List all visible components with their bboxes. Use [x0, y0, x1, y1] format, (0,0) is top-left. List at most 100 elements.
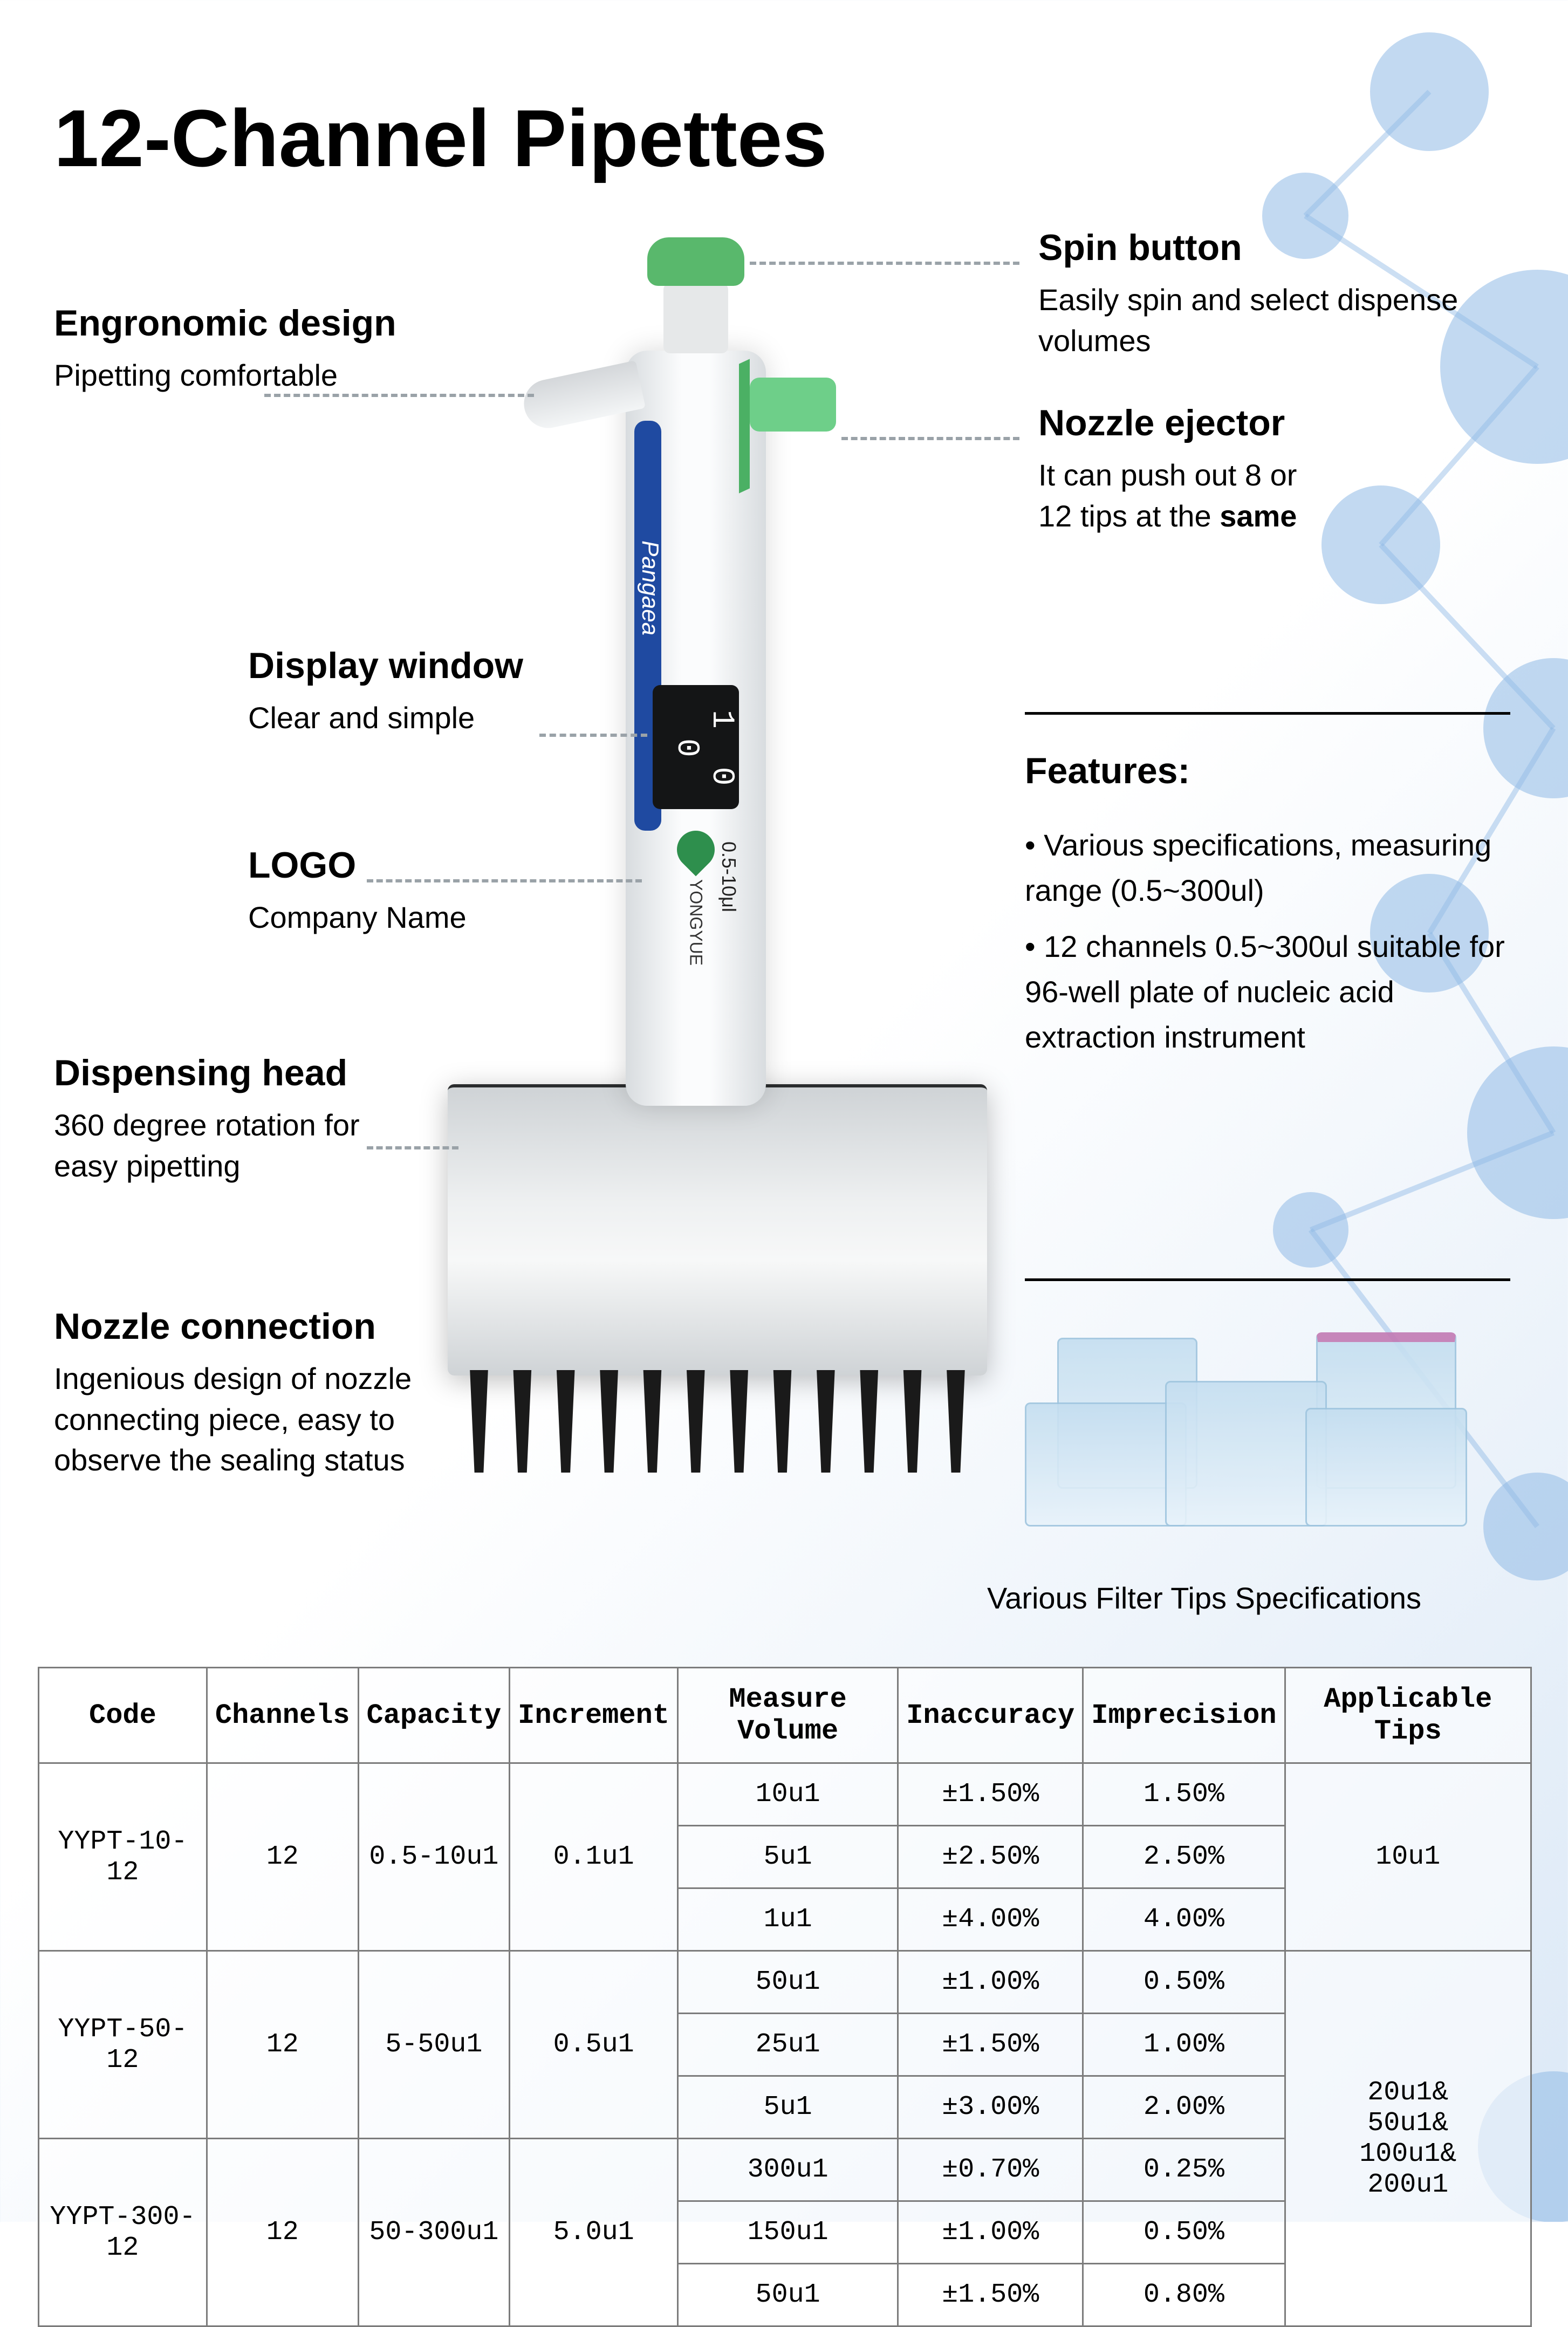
pipette-tip: [594, 1370, 624, 1473]
pipette-tip: [681, 1370, 711, 1473]
table-header-row: CodeChannelsCapacityIncrementMeasure Vol…: [39, 1668, 1531, 1763]
table-cell: 150u1: [678, 2201, 898, 2264]
callout-nozzle-ejector-body: It can push out 8 or 12 tips at the same: [1038, 455, 1470, 536]
features-list: • Various specifications, measuring rang…: [1025, 823, 1521, 1071]
pipette-range-text: 0.5-10μl: [717, 841, 740, 912]
pipette-stripe-green: [739, 359, 750, 493]
table-cell-capacity: 5-50u1: [358, 1951, 510, 2139]
table-header-cell: Capacity: [358, 1668, 510, 1763]
table-header-cell: Inaccuracy: [898, 1668, 1083, 1763]
pipette-tip: [854, 1370, 884, 1473]
pipette-logo-text: YONGYUE: [686, 879, 706, 966]
tip-box: [1305, 1408, 1467, 1527]
table-cell: ±1.00%: [898, 2201, 1083, 2264]
feature-item: • Various specifications, measuring rang…: [1025, 823, 1521, 913]
tip-box: [1165, 1381, 1327, 1527]
table-row: YYPT-10-12120.5-10u10.1u110u1±1.50%1.50%…: [39, 1763, 1531, 1826]
callout-dispensing-head-head: Dispensing head: [54, 1052, 432, 1094]
leader-spin: [750, 262, 1019, 265]
table-cell: 0.25%: [1083, 2139, 1285, 2201]
spec-table: CodeChannelsCapacityIncrementMeasure Vol…: [38, 1667, 1532, 2327]
features-head: Features:: [1025, 750, 1190, 792]
leader-logo: [367, 879, 642, 882]
table-cell: 10u1: [678, 1763, 898, 1826]
callout-ergonomic: Engronomic design Pipetting comfortable: [54, 302, 432, 396]
ejector-line2b: same: [1220, 499, 1297, 533]
table-cell-increment: 0.1u1: [510, 1763, 678, 1951]
callout-dispensing-head-body: 360 degree rotation for easy pipetting: [54, 1105, 432, 1186]
pipette-spin-cap: [647, 237, 744, 286]
table-cell: 300u1: [678, 2139, 898, 2201]
table-cell-tips: 20u1& 50u1& 100u1& 200u1: [1285, 1951, 1531, 2326]
table-cell: 5u1: [678, 2076, 898, 2139]
table-cell: 25u1: [678, 2014, 898, 2076]
ejector-line1: It can push out 8 or: [1038, 458, 1297, 492]
table-cell: ±1.50%: [898, 2264, 1083, 2326]
table-cell: ±2.50%: [898, 1826, 1083, 1888]
table-cell: 0.50%: [1083, 1951, 1285, 2014]
table-cell-code: YYPT-50-12: [39, 1951, 207, 2139]
pipette-tip: [768, 1370, 798, 1473]
pipette-tip: [811, 1370, 841, 1473]
table-cell-code: YYPT-10-12: [39, 1763, 207, 1951]
table-cell: 2.00%: [1083, 2076, 1285, 2139]
leader-ergonomic: [264, 394, 534, 397]
table-cell-increment: 5.0u1: [510, 2139, 678, 2326]
callout-display-head: Display window: [248, 645, 593, 687]
table-cell: ±1.50%: [898, 2014, 1083, 2076]
table-header-cell: Imprecision: [1083, 1668, 1285, 1763]
callout-display: Display window Clear and simple: [248, 645, 593, 738]
callout-nozzle-ejector: Nozzle ejector It can push out 8 or 12 t…: [1038, 402, 1470, 536]
table-cell: 2.50%: [1083, 1826, 1285, 1888]
table-header-cell: Channels: [207, 1668, 358, 1763]
pipette-tip: [941, 1370, 971, 1473]
table-cell: 5u1: [678, 1826, 898, 1888]
pipette-logo-icon: [669, 823, 723, 877]
table-cell: 50u1: [678, 2264, 898, 2326]
table-cell-channels: 12: [207, 1951, 358, 2139]
callout-logo: LOGO Company Name: [248, 844, 593, 938]
table-cell-tips: 10u1: [1285, 1763, 1531, 1951]
table-cell: 1.50%: [1083, 1763, 1285, 1826]
table-cell: ±3.00%: [898, 2076, 1083, 2139]
callout-nozzle-connection-body: Ingenious design of nozzle connecting pi…: [54, 1358, 485, 1481]
pipette-tip: [551, 1370, 581, 1473]
callout-display-body: Clear and simple: [248, 697, 593, 738]
table-header-cell: Code: [39, 1668, 207, 1763]
divider-bottom: [1025, 1278, 1510, 1281]
table-cell: 4.00%: [1083, 1888, 1285, 1951]
table-cell: 0.80%: [1083, 2264, 1285, 2326]
callout-spin-button-body: Easily spin and select dispense volumes: [1038, 279, 1470, 361]
pipette-tip: [724, 1370, 754, 1473]
callout-nozzle-connection-head: Nozzle connection: [54, 1305, 485, 1347]
table-cell-channels: 12: [207, 1763, 358, 1951]
table-cell: ±0.70%: [898, 2139, 1083, 2201]
tips-caption: Various Filter Tips Specifications: [987, 1580, 1421, 1616]
pipette-shaft: [663, 283, 728, 353]
table-cell-capacity: 0.5-10u1: [358, 1763, 510, 1951]
table-cell: ±1.00%: [898, 1951, 1083, 2014]
callout-ergonomic-head: Engronomic design: [54, 302, 432, 344]
table-header-cell: Increment: [510, 1668, 678, 1763]
table-row: YYPT-50-12125-50u10.5u150u1±1.00%0.50%20…: [39, 1951, 1531, 2014]
callout-spin-button-head: Spin button: [1038, 227, 1470, 269]
callout-ergonomic-body: Pipetting comfortable: [54, 355, 432, 396]
feature-item: • 12 channels 0.5~300ul suitable for 96-…: [1025, 924, 1521, 1060]
table-body: YYPT-10-12120.5-10u10.1u110u1±1.50%1.50%…: [39, 1763, 1531, 2326]
page-title: 12-Channel Pipettes: [54, 92, 827, 185]
table-cell: ±4.00%: [898, 1888, 1083, 1951]
table-header-cell: Applicable Tips: [1285, 1668, 1531, 1763]
pipette-manifold: [448, 1084, 987, 1375]
pipette-tip: [898, 1370, 928, 1473]
callout-nozzle-connection: Nozzle connection Ingenious design of no…: [54, 1305, 485, 1481]
table-cell: 50u1: [678, 1951, 898, 2014]
pipette-tip: [637, 1370, 667, 1473]
pipette-ejector-button: [750, 378, 836, 432]
table-cell-code: YYPT-300-12: [39, 2139, 207, 2326]
tip-box: [1025, 1402, 1187, 1527]
leader-ejector: [841, 437, 1019, 440]
table-cell: 1.00%: [1083, 2014, 1285, 2076]
table-cell: ±1.50%: [898, 1763, 1083, 1826]
callout-nozzle-ejector-head: Nozzle ejector: [1038, 402, 1470, 444]
ejector-line2a: 12 tips at the: [1038, 499, 1220, 533]
